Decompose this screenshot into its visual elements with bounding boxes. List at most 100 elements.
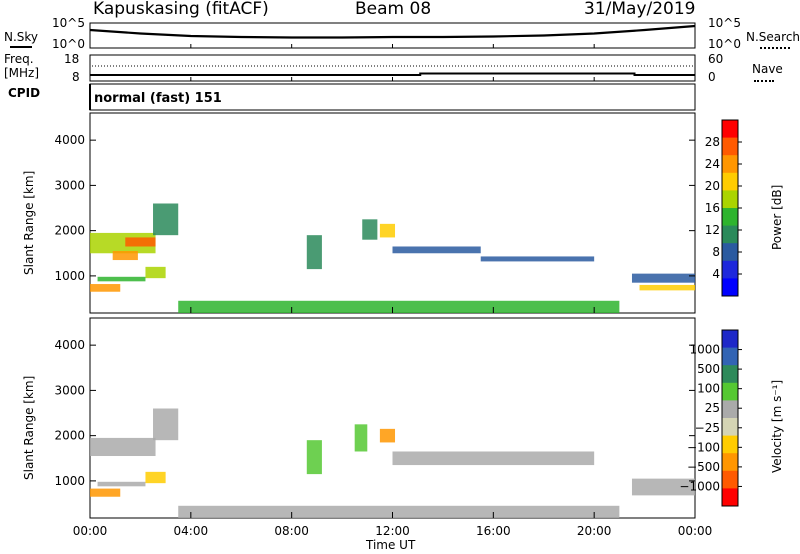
ytick-label: 2000: [54, 429, 85, 443]
noise-sky-line: [89, 24, 696, 39]
velocity-cbar-swatch: [722, 488, 738, 507]
power-cbar-tick-label: 8: [712, 245, 720, 259]
noise-top-tick: 10^5: [52, 16, 85, 30]
velocity-cells: [90, 408, 695, 518]
nave-label: Nave: [752, 62, 783, 76]
power-cbar-tick-label: 16: [705, 201, 720, 215]
velocity-cbar-tick-label: −500: [687, 460, 720, 474]
power-patch-11: [480, 256, 595, 262]
noise-bottom-tick: 10^0: [52, 37, 85, 51]
velocity-patch-3: [97, 481, 146, 487]
power-patch-5: [97, 276, 146, 282]
noise-right-top-tick: 10^5: [708, 16, 741, 30]
velocity-cbar-swatch: [722, 400, 738, 419]
velocity-patch-7: [379, 428, 396, 443]
power-patch-1: [125, 237, 156, 247]
velocity-patch-4: [145, 471, 166, 484]
velocity-patch-5: [306, 440, 322, 475]
velocity-cbar-tick-label: −25: [695, 421, 720, 435]
power-cbar-label: Power [dB]: [770, 184, 784, 250]
power-cbar-swatch: [722, 137, 738, 156]
velocity-cbar-swatch: [722, 418, 738, 437]
power-patch-4: [90, 284, 121, 292]
noise-right-dotted: [760, 47, 790, 49]
power-patch-14: [178, 300, 620, 313]
power-cbar-swatch: [722, 155, 738, 174]
velocity-cbar-swatch: [722, 470, 738, 489]
velocity-patch-10: [178, 505, 620, 518]
noise-right-bottom-tick: 10^0: [708, 37, 741, 51]
power-patch-3: [153, 203, 179, 236]
ytick-label: 2000: [54, 224, 85, 238]
power-cbar-swatch: [722, 243, 738, 262]
frequency-line: [90, 72, 695, 77]
velocity-cbar-frame: [721, 329, 739, 507]
power-patch-7: [306, 235, 322, 270]
xtick-label: 00:00: [73, 524, 108, 538]
power-cbar-swatch: [722, 172, 738, 191]
velocity-cbar-tick-label: 500: [697, 362, 720, 376]
noise-left-label: N.Sky: [4, 30, 39, 44]
power-patch-6: [145, 266, 166, 279]
velocity-cbar-swatch: [722, 453, 738, 472]
power-patch-8: [362, 219, 378, 240]
power-cbar-tick-label: 24: [705, 157, 720, 171]
date-title: 31/May/2019: [584, 0, 696, 19]
freq-tick-bottom: 8: [72, 70, 80, 84]
velocity-cbar-tick-label: 25: [705, 401, 720, 415]
power-cbar-swatch: [722, 208, 738, 227]
velocity-cbar-tick-label: 100: [697, 382, 720, 396]
nave-dotted: [754, 80, 774, 82]
velocity-cbar-tick-label: −1000: [679, 479, 720, 493]
cpid-mode-text: normal (fast) 151: [94, 91, 222, 106]
velocity-cbar-swatch: [722, 347, 738, 366]
velocity-panel-frame: [89, 317, 696, 519]
ytick-label: 4000: [54, 133, 85, 147]
xtick-label: 04:00: [174, 524, 209, 538]
power-yticks: 4000 3000 2000 1000: [54, 133, 695, 283]
nave-tick-top: 60: [708, 52, 724, 66]
freq-label-line1: Freq.: [4, 52, 34, 66]
x-axis-label: Time UT: [366, 538, 416, 552]
power-ylabel: Slant Range [km]: [22, 170, 36, 275]
noise-right-label: N.Search: [746, 30, 800, 44]
velocity-cbar-tick-label: −100: [687, 440, 720, 454]
power-patch-10: [392, 246, 481, 254]
ytick-label: 1000: [54, 474, 85, 488]
power-cbar-tick-label: 4: [712, 267, 720, 281]
velocity-patch-2: [90, 488, 121, 497]
ytick-label: 1000: [54, 269, 85, 283]
xtick-label: 16:00: [476, 524, 511, 538]
ytick-label: 3000: [54, 178, 85, 192]
power-patch-12: [631, 273, 695, 283]
velocity-patch-1: [153, 408, 179, 441]
ytick-label: 4000: [54, 338, 85, 352]
station-title: Kapuskasing (fitACF): [93, 0, 269, 19]
power-cbar-tick-label: 20: [705, 179, 720, 193]
velocity-cbar-swatch: [722, 330, 738, 349]
freq-label-line2: [MHz]: [4, 66, 40, 80]
velocity-patch-6: [354, 424, 368, 452]
power-patch-2: [112, 251, 138, 261]
velocity-cbar-swatch: [722, 435, 738, 454]
velocity-patch-9: [631, 478, 695, 496]
velocity-cbar-swatch: [722, 382, 738, 401]
velocity-yticks: 4000 3000 2000 1000: [54, 338, 695, 488]
xtick-label: 00:00: [678, 524, 713, 538]
power-cbar-swatch: [722, 120, 738, 139]
velocity-ylabel: Slant Range [km]: [22, 375, 36, 480]
velocity-cbar-label: Velocity [m s⁻¹]: [770, 379, 784, 473]
velocity-cbar-tick-label: 1000: [689, 343, 720, 357]
power-cbar-swatch: [722, 225, 738, 244]
velocity-patch-8: [392, 451, 595, 466]
power-cells: [90, 203, 695, 313]
nave-tick-bottom: 0: [708, 70, 716, 84]
frequency-series: [90, 72, 695, 77]
cpid-label: CPID: [8, 86, 41, 100]
velocity-cbar-swatch: [722, 365, 738, 384]
freq-tick-top: 18: [64, 52, 80, 66]
noise-series: [89, 24, 696, 39]
beam-title: Beam 08: [355, 0, 432, 19]
power-cbar-swatch: [722, 260, 738, 279]
ytick-label: 3000: [54, 383, 85, 397]
